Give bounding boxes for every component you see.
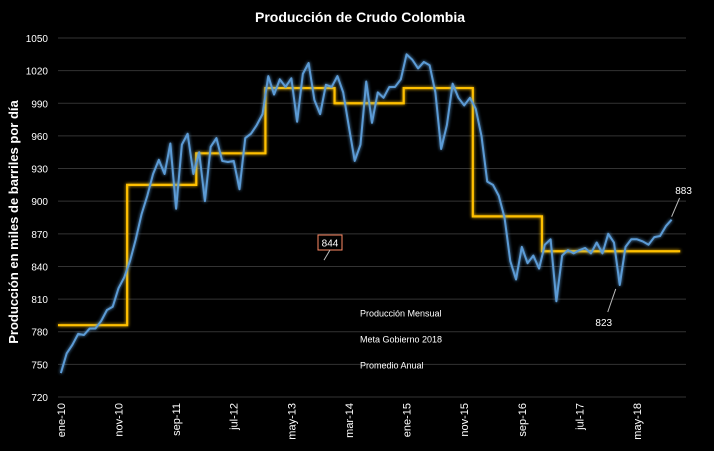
y-axis-label: Producción en miles de barriles por día [6, 100, 21, 344]
y-tick-label: 720 [31, 393, 48, 404]
annotation-leader [671, 197, 681, 217]
y-tick-label: 900 [31, 197, 48, 208]
legend-label: Meta Gobierno 2018 [360, 335, 442, 345]
annotations: 844 823 883 [317, 186, 692, 329]
legend-label: Producción Mensual [360, 309, 442, 319]
y-tick-label: 840 [31, 262, 48, 273]
y-tick-label: 810 [31, 295, 48, 306]
y-tick-label: 990 [31, 99, 48, 110]
x-tick-label: jul-12 [229, 403, 241, 431]
x-tick-label: mar-14 [344, 403, 356, 438]
x-tick-label: sep-11 [171, 403, 183, 436]
monthly-production-line [59, 53, 673, 374]
y-axis-ticks: 720 750 780 810 840 870 900 930 960 990 1020 1050 [26, 34, 49, 404]
y-tick-label: 1020 [26, 67, 49, 78]
x-tick-label: may-13 [286, 403, 298, 440]
y-tick-label: 930 [31, 165, 48, 176]
x-tick-label: ene-10 [56, 403, 68, 437]
y-tick-label: 750 [31, 360, 48, 371]
annotation-min-value: 823 [595, 318, 612, 329]
x-tick-label: ene-15 [402, 403, 414, 437]
annotation-leader [607, 288, 617, 313]
x-tick-label: nov-10 [113, 403, 125, 437]
y-tick-label: 780 [31, 328, 48, 339]
y-tick-label: 960 [31, 132, 48, 143]
annotation-leader [323, 249, 331, 261]
chart-title: Producción de Crudo Colombia [255, 9, 465, 25]
annotation-goal-value: 844 [322, 239, 339, 250]
y-tick-label: 870 [31, 230, 48, 241]
x-tick-label: nov-15 [459, 403, 471, 437]
grid [58, 37, 686, 398]
series-lines [58, 53, 686, 374]
x-axis-ticks: ene-10 nov-10 sep-11 jul-12 may-13 mar-14 ene-… [56, 403, 644, 440]
annotation-last-value: 883 [675, 186, 692, 197]
x-tick-label: jul-17 [574, 403, 586, 431]
legend: Producción Mensual Meta Gobierno 2018 Prom… [333, 309, 442, 371]
legend-label: Promedio Anual [360, 361, 424, 371]
x-tick-label: may-18 [632, 403, 644, 440]
average-step-line [58, 86, 681, 327]
x-tick-label: sep-16 [517, 403, 529, 437]
y-tick-label: 1050 [26, 34, 49, 45]
